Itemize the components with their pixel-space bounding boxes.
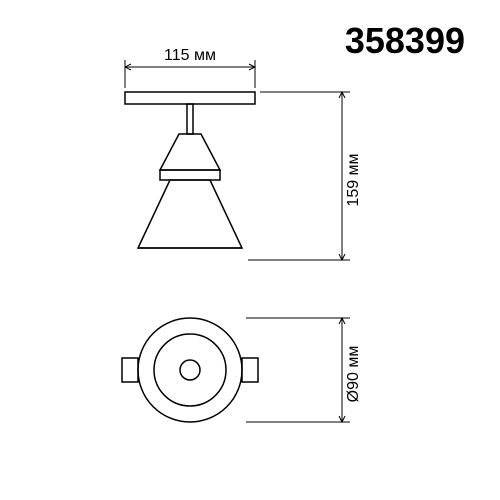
top-plate — [125, 92, 255, 104]
dim-height-label: 159 мм — [345, 153, 362, 206]
band — [160, 170, 220, 180]
plan-inner-circle — [180, 360, 200, 380]
lower-cone — [138, 180, 242, 248]
plan-mid-circle — [154, 334, 226, 406]
plan-tab-left — [122, 358, 138, 382]
product-code: 358399 — [345, 20, 465, 62]
technical-drawing: 115 мм 159 мм Ø90 мм — [0, 0, 500, 500]
dim-diameter-label: Ø90 мм — [345, 346, 362, 403]
plan-tab-right — [242, 358, 258, 382]
diagram-container: 358399 115 мм 159 мм — [0, 0, 500, 500]
dim-width-label: 115 мм — [164, 47, 216, 64]
stem — [187, 104, 193, 134]
upper-cone — [160, 134, 220, 170]
